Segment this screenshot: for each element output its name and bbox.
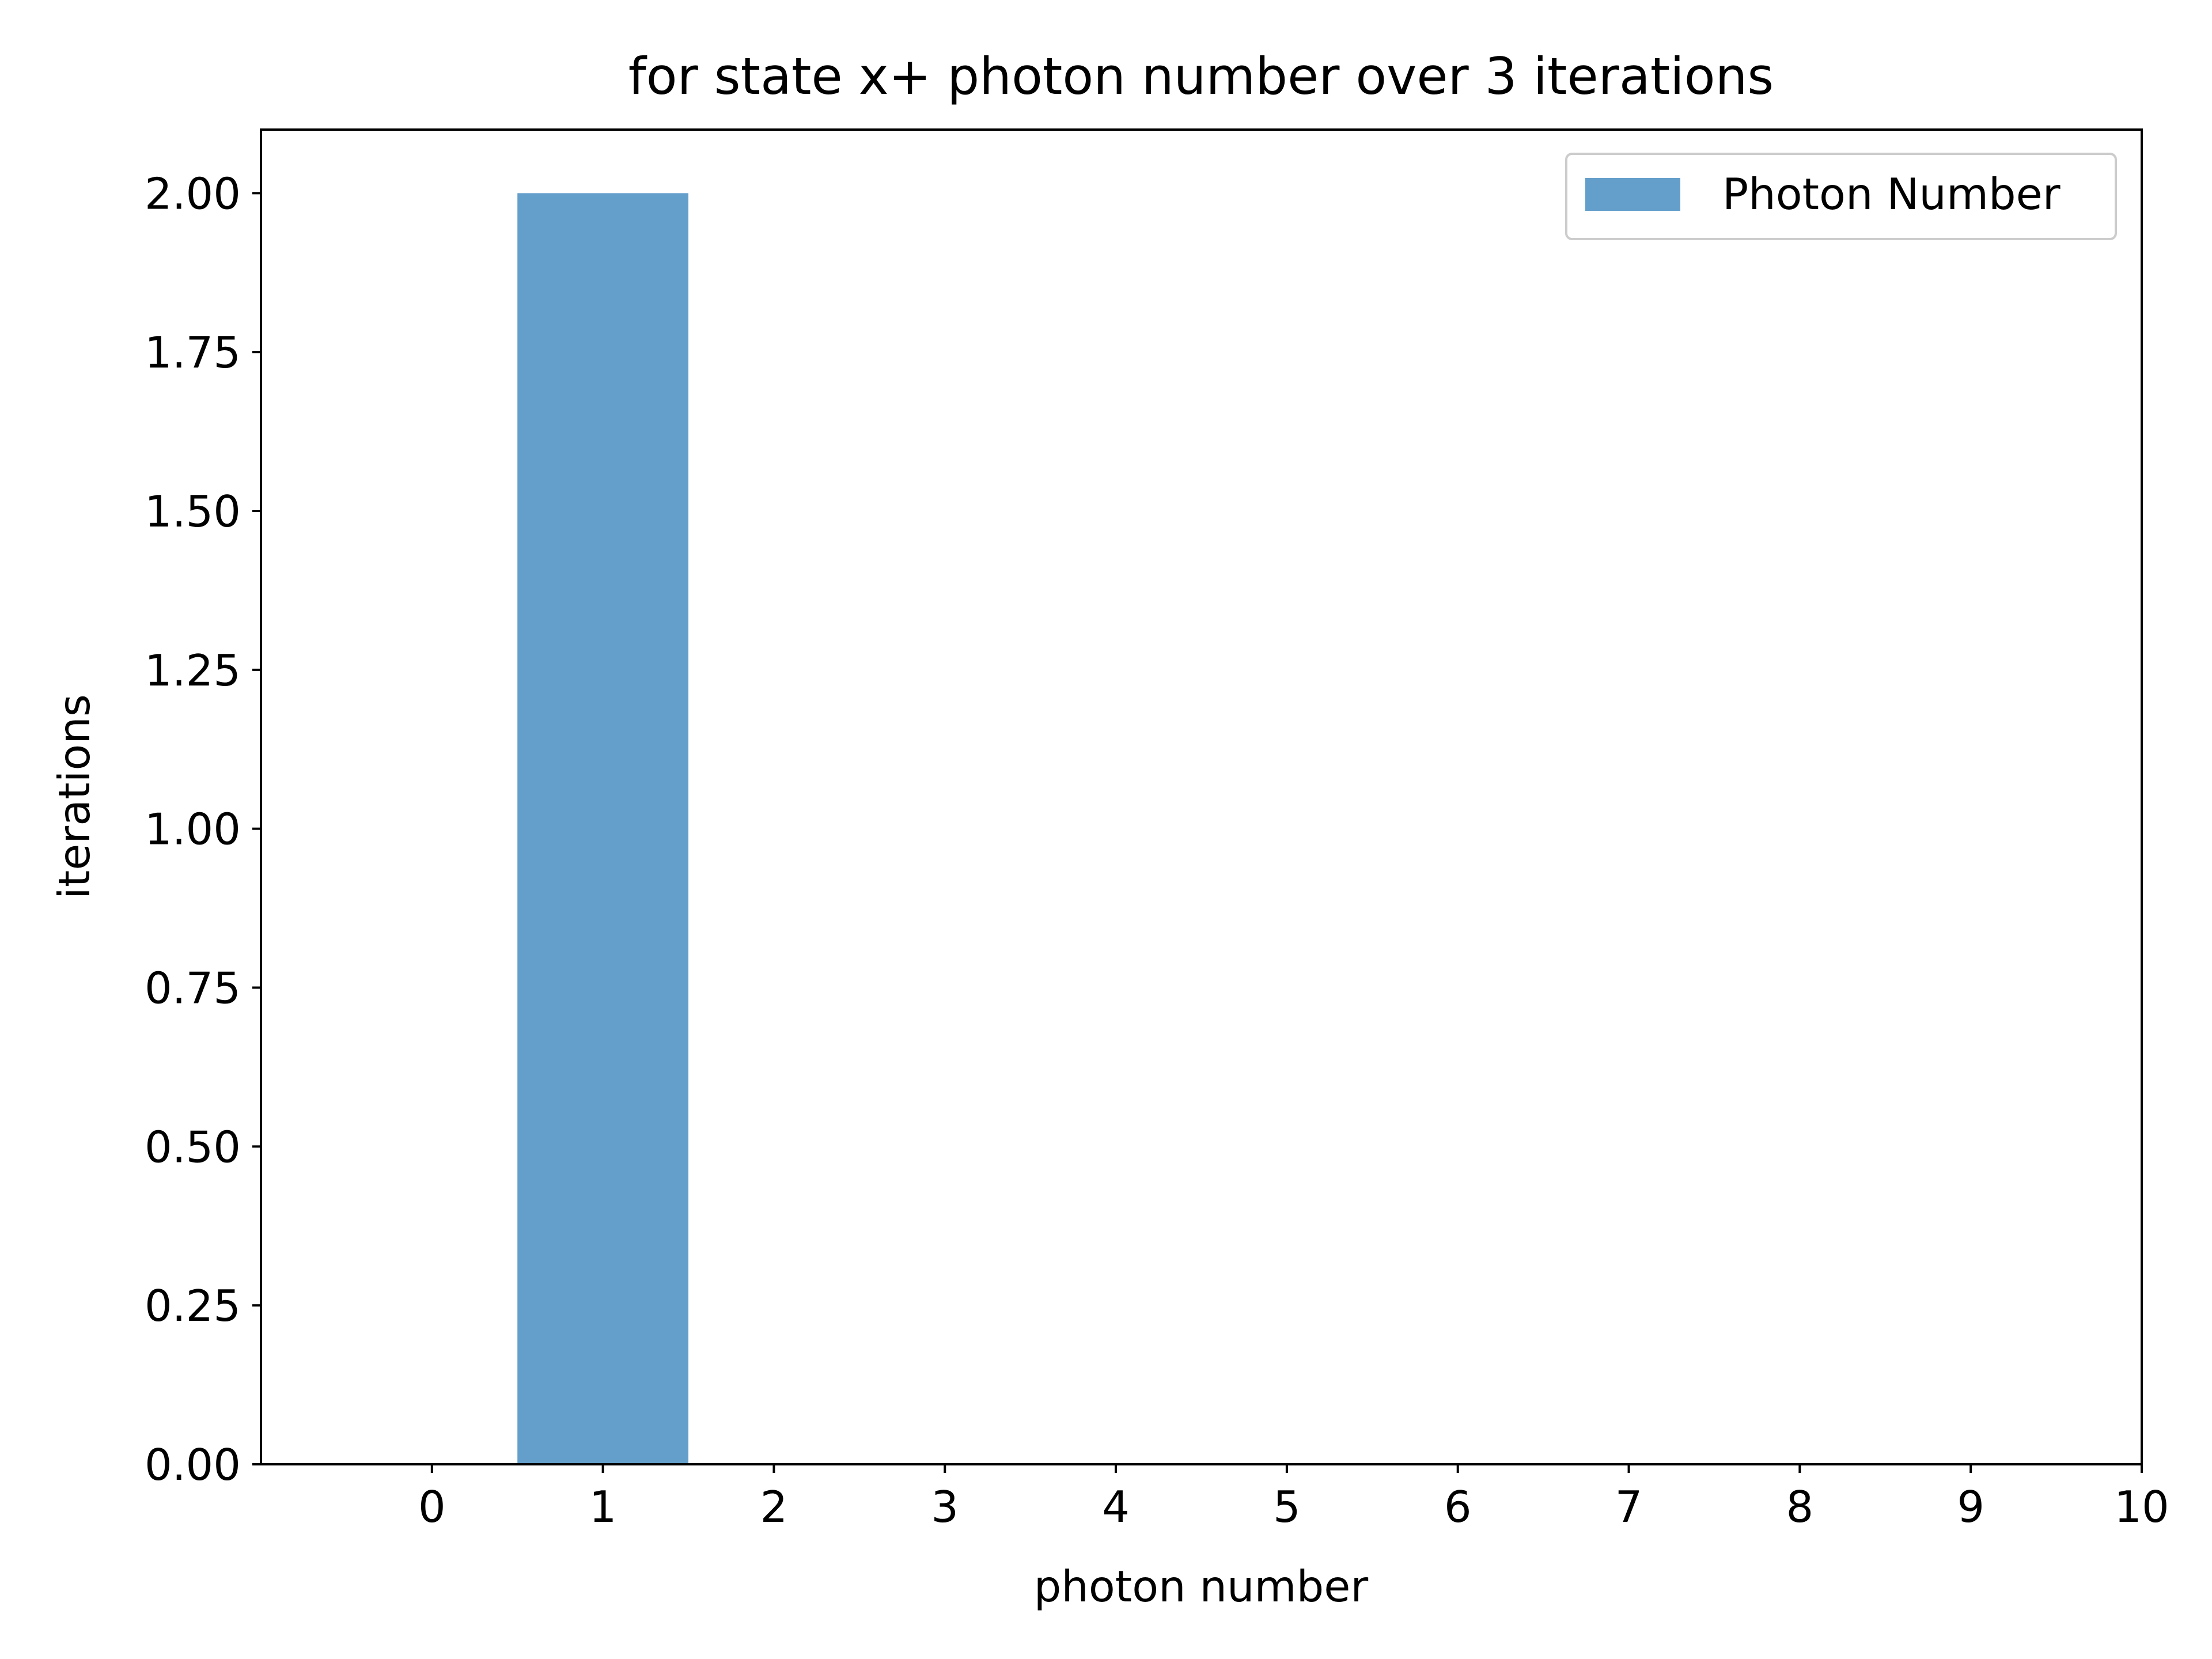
- x-tick-label: 9: [1957, 1482, 1984, 1532]
- x-tick-label: 5: [1273, 1482, 1301, 1532]
- y-tick-label: 1.75: [145, 327, 241, 378]
- x-tick-label: 10: [2114, 1482, 2169, 1532]
- y-tick-label: 1.00: [145, 804, 241, 855]
- x-tick-label: 8: [1786, 1482, 1814, 1532]
- y-axis-label: iterations: [49, 694, 100, 899]
- legend-label: Photon Number: [1722, 169, 2061, 219]
- x-tick-label: 4: [1102, 1482, 1130, 1532]
- bar-1: [517, 193, 689, 1465]
- y-tick-label: 0.50: [145, 1122, 241, 1172]
- y-tick-label: 0.25: [145, 1281, 241, 1331]
- x-ticks-group: 0 1 2 3 4 5 6 7 8 9 10: [418, 1464, 2169, 1532]
- x-tick-label: 1: [589, 1482, 617, 1532]
- y-tick-label: 1.25: [145, 645, 241, 696]
- plot-frame: [260, 128, 2143, 1465]
- legend-swatch: [1585, 178, 1680, 211]
- y-tick-label: 0.75: [145, 963, 241, 1014]
- x-tick-label: 7: [1615, 1482, 1643, 1532]
- plot-area: 0 1 2 3 4 5 6 7 8 9 10 0.00 0.25 0.50 0.75 1.00 1.25 1.5…: [145, 128, 2169, 1532]
- y-tick-label: 2.00: [145, 168, 241, 219]
- legend-box: [1565, 153, 2117, 240]
- x-tick-label: 2: [760, 1482, 788, 1532]
- y-ticks-group: 0.00 0.25 0.50 0.75 1.00 1.25 1.50 1.75 2.00: [145, 168, 261, 1490]
- x-tick-label: 0: [418, 1482, 446, 1532]
- x-tick-label: 3: [931, 1482, 959, 1532]
- bars-group: [517, 193, 689, 1465]
- x-tick-label: 6: [1444, 1482, 1472, 1532]
- y-tick-label: 1.50: [145, 486, 241, 537]
- x-axis-label: photon number: [1034, 1561, 1369, 1612]
- y-tick-label: 0.00: [145, 1440, 241, 1490]
- chart-title: for state x+ photon number over 3 iterat…: [628, 47, 1774, 106]
- legend: Photon Number: [1565, 153, 2117, 240]
